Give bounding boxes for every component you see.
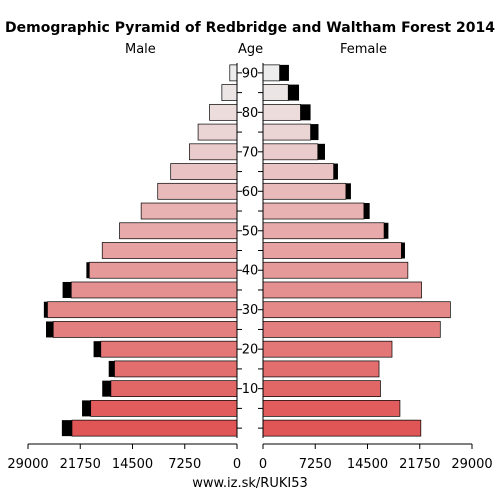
female-excess-70-74	[317, 143, 325, 160]
x-tick-label-right: 29000	[451, 457, 492, 472]
female-bar-5-9	[262, 400, 401, 417]
female-bar-60-64	[262, 182, 347, 200]
source-url: www.iz.sk/RUKI53	[192, 476, 308, 491]
female-bar-85-89	[262, 84, 289, 101]
male-excess-35-39	[62, 281, 72, 298]
female-bar-30-34	[262, 301, 451, 319]
male-excess-0-4	[61, 420, 72, 437]
male-excess-15-19	[108, 360, 115, 377]
male-label: Male	[125, 42, 156, 57]
age-tick-label: 70	[242, 145, 259, 160]
male-bar-30-34	[47, 301, 238, 319]
female-excess-75-79	[310, 124, 319, 141]
female-bar-15-19	[262, 360, 380, 378]
male-bar-15-19	[114, 360, 238, 378]
x-tick-label-right: 0	[259, 457, 267, 472]
female-excess-55-59	[363, 203, 370, 220]
female-bar-80-84	[262, 103, 301, 121]
female-bar-75-79	[262, 123, 311, 141]
female-bar-55-59	[262, 202, 365, 220]
male-excess-5-9	[82, 400, 91, 417]
male-bar-25-29	[52, 321, 238, 338]
male-excess-20-24	[93, 341, 101, 358]
female-excess-60-64	[345, 183, 351, 200]
x-tick-label-left: 14500	[112, 457, 153, 472]
female-bar-20-24	[262, 340, 393, 358]
male-bar-60-64	[157, 182, 238, 200]
female-bars	[262, 64, 451, 437]
female-excess-80-84	[300, 104, 311, 121]
age-tick-label: 40	[242, 264, 259, 279]
age-tick-label: 50	[242, 224, 259, 239]
male-bar-20-24	[100, 340, 238, 358]
male-bar-55-59	[140, 202, 238, 220]
male-excess-30-34	[43, 301, 48, 318]
x-tick-label-left: 21750	[60, 457, 101, 472]
x-tick-label-right: 14500	[347, 457, 388, 472]
age-tick-label: 90	[242, 66, 259, 81]
male-bar-35-39	[70, 281, 238, 299]
male-bar-90+	[229, 64, 238, 82]
female-excess-85-89	[288, 84, 300, 101]
female-bar-70-74	[262, 143, 319, 161]
male-bar-50-54	[119, 222, 238, 240]
female-bar-35-39	[262, 281, 422, 299]
male-excess-25-29	[46, 321, 54, 338]
male-bars	[43, 64, 238, 437]
female-bar-50-54	[262, 222, 385, 240]
x-tick-label-right: 7250	[299, 457, 332, 472]
male-bar-5-9	[90, 400, 238, 417]
age-tick-label: 10	[242, 382, 259, 397]
x-tick-label-left: 29000	[7, 457, 48, 472]
male-excess-40-44	[86, 262, 90, 279]
male-bar-75-79	[197, 123, 238, 141]
age-tick-label: 80	[242, 106, 259, 121]
male-excess-10-14	[102, 380, 111, 397]
axes: 10 20 30 40 50 60 70 80 90 29000 21750 14500 7250 0 0 7…	[7, 63, 493, 472]
female-bar-45-49	[262, 242, 402, 259]
male-bar-10-14	[110, 380, 238, 398]
age-tick-label: 60	[242, 185, 259, 200]
age-tick-label: 20	[242, 343, 259, 358]
male-bar-85-89	[221, 84, 238, 101]
male-bar-40-44	[88, 261, 238, 279]
x-tick-label-left: 0	[233, 457, 241, 472]
female-bar-10-14	[262, 380, 381, 398]
male-bar-80-84	[209, 103, 238, 121]
female-label: Female	[340, 42, 388, 57]
x-tick-label-right: 21750	[399, 457, 440, 472]
male-bar-45-49	[101, 242, 238, 259]
age-label: Age	[238, 42, 264, 57]
female-bar-65-69	[262, 163, 334, 180]
female-excess-90+	[279, 64, 289, 81]
male-bar-65-69	[170, 163, 238, 180]
female-excess-45-49	[401, 242, 405, 259]
female-bar-40-44	[262, 261, 409, 279]
female-bar-25-29	[262, 321, 441, 338]
female-bar-90+	[262, 64, 280, 82]
female-bar-0-4	[262, 419, 422, 437]
male-bar-70-74	[189, 143, 238, 161]
age-tick-label: 30	[242, 303, 259, 318]
chart-title: Demographic Pyramid of Redbridge and Wal…	[5, 20, 495, 36]
female-excess-65-69	[333, 163, 338, 180]
female-excess-50-54	[384, 222, 389, 239]
male-bar-0-4	[71, 419, 238, 437]
x-tick-label-left: 7250	[168, 457, 201, 472]
